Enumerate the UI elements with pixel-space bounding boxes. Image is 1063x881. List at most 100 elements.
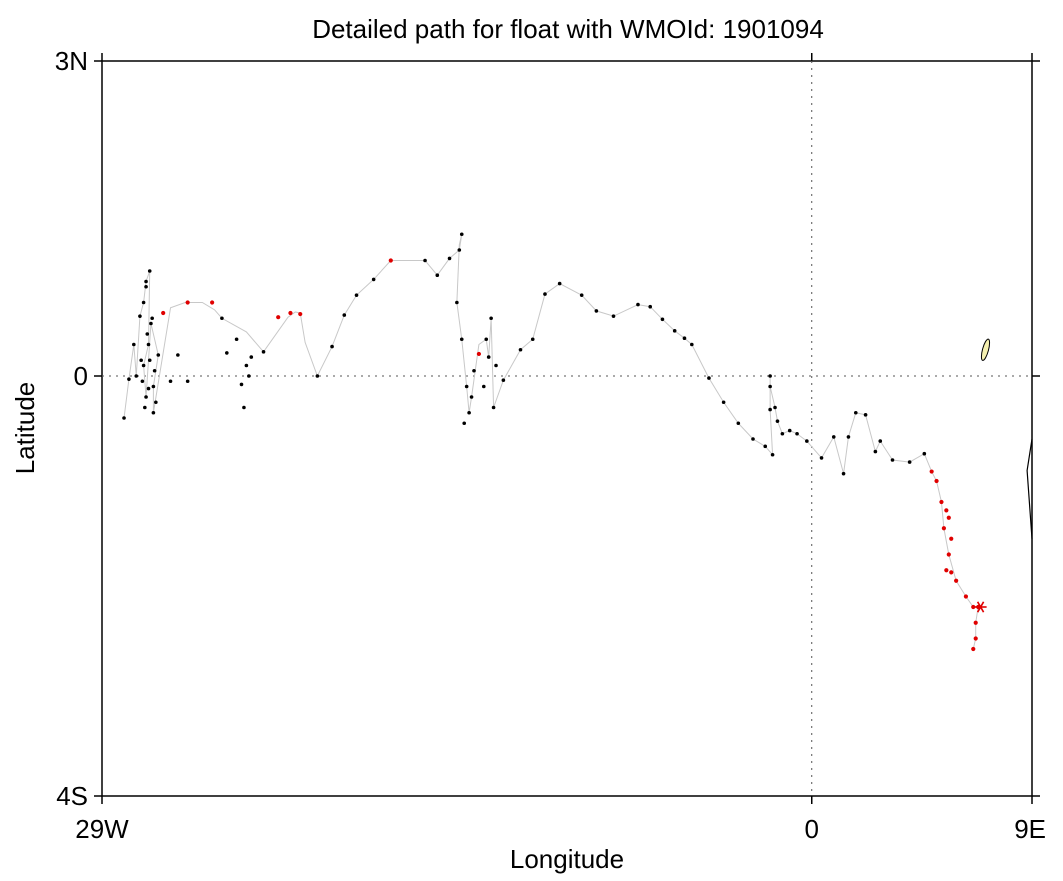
float-position-point <box>447 256 452 261</box>
float-position-point <box>491 405 496 410</box>
float-position-point <box>805 439 809 443</box>
float-position-point <box>149 321 153 326</box>
float-position-point <box>890 458 895 462</box>
float-position-point <box>594 309 599 313</box>
x-tick-label: 0 <box>805 814 819 844</box>
float-position-point <box>672 329 677 333</box>
highlighted-position-point <box>954 578 959 583</box>
float-position-point <box>147 358 152 363</box>
x-tick-label: 9E <box>1014 814 1046 844</box>
float-position-point <box>315 374 320 378</box>
float-position-point <box>494 363 498 368</box>
highlighted-position-point <box>388 258 393 263</box>
float-positions <box>122 232 987 652</box>
float-position-point <box>244 363 249 368</box>
highlighted-position-point <box>288 310 293 316</box>
float-position-point <box>185 379 190 384</box>
float-position-point <box>242 405 246 410</box>
float-position-point <box>423 258 427 263</box>
float-position-point <box>234 337 239 342</box>
geography-layer <box>980 338 1033 539</box>
float-position-point <box>543 292 547 296</box>
float-position-point <box>156 353 161 357</box>
float-position-point <box>484 337 489 342</box>
float-position-point <box>636 302 640 307</box>
float-position-point <box>342 313 347 317</box>
float-position-point <box>489 316 493 321</box>
float-position-point <box>152 368 157 373</box>
float-position-point <box>457 248 462 252</box>
reference-lines <box>102 61 1032 796</box>
float-position-point <box>122 416 126 420</box>
x-tick-label: 29W <box>75 814 129 844</box>
float-position-point <box>780 431 785 436</box>
float-position-point <box>140 379 145 384</box>
float-position-point <box>151 410 156 415</box>
float-position-point <box>144 279 148 284</box>
float-position-point <box>853 410 858 415</box>
float-position-point <box>249 355 254 359</box>
float-position-point <box>557 281 562 286</box>
float-position-point <box>763 444 768 449</box>
float-position-point <box>863 413 868 417</box>
float-position-point <box>176 353 180 357</box>
float-position-point <box>660 317 665 322</box>
float-position-point <box>141 363 146 368</box>
float-position-point <box>846 435 851 439</box>
float-position-point <box>464 384 469 389</box>
float-position-point <box>775 419 780 423</box>
float-position-point <box>354 293 359 297</box>
float-position-point <box>773 405 777 410</box>
float-position-point <box>330 344 334 349</box>
axis-ticks: 29W 0 9E 3N 0 4S <box>55 46 1046 844</box>
highlighted-position-point <box>971 604 976 610</box>
float-position-point <box>878 439 883 443</box>
float-position-point <box>481 384 486 389</box>
float-position-point <box>467 410 471 415</box>
float-position-point <box>239 382 244 387</box>
float-position-point <box>143 405 147 410</box>
highlighted-position-point <box>476 351 481 357</box>
float-position-point <box>787 428 792 433</box>
float-position-point <box>145 332 150 336</box>
float-position-point <box>225 351 229 355</box>
y-tick-label: 4S <box>56 781 88 811</box>
float-position-point <box>220 316 224 321</box>
highlighted-position-point <box>210 300 215 305</box>
float-position-point <box>146 342 151 347</box>
highlighted-position-point <box>185 300 190 305</box>
float-position-point <box>707 376 711 380</box>
float-position-point <box>736 421 741 426</box>
float-position-point <box>371 277 376 282</box>
float-position-point <box>435 273 440 278</box>
float-position-point <box>127 377 131 381</box>
float-position-point <box>579 293 584 297</box>
float-position-point <box>841 471 846 476</box>
float-position-point <box>459 337 464 342</box>
highlighted-position-point <box>971 646 976 652</box>
highlighted-position-point <box>941 526 946 531</box>
highlighted-position-point <box>949 536 954 541</box>
float-position-point <box>462 421 467 426</box>
float-position-point <box>770 452 775 457</box>
float-position-point <box>518 347 523 352</box>
float-position-point <box>751 437 755 441</box>
float-position-point <box>611 314 616 318</box>
highlighted-position-point <box>929 469 934 474</box>
highlighted-position-point <box>946 552 951 557</box>
float-position-point <box>261 350 266 354</box>
float-position-point <box>831 435 836 439</box>
highlighted-position-point <box>276 315 281 320</box>
highlighted-position-point <box>939 499 944 505</box>
float-position-point <box>501 378 506 383</box>
float-position-point <box>690 342 694 347</box>
float-position-point <box>768 407 772 412</box>
highlighted-position-point <box>973 636 978 641</box>
float-position-point <box>151 384 156 389</box>
float-position-point <box>154 400 158 405</box>
float-position-point <box>132 342 136 347</box>
y-tick-label: 0 <box>74 361 88 391</box>
float-position-point <box>721 400 726 405</box>
